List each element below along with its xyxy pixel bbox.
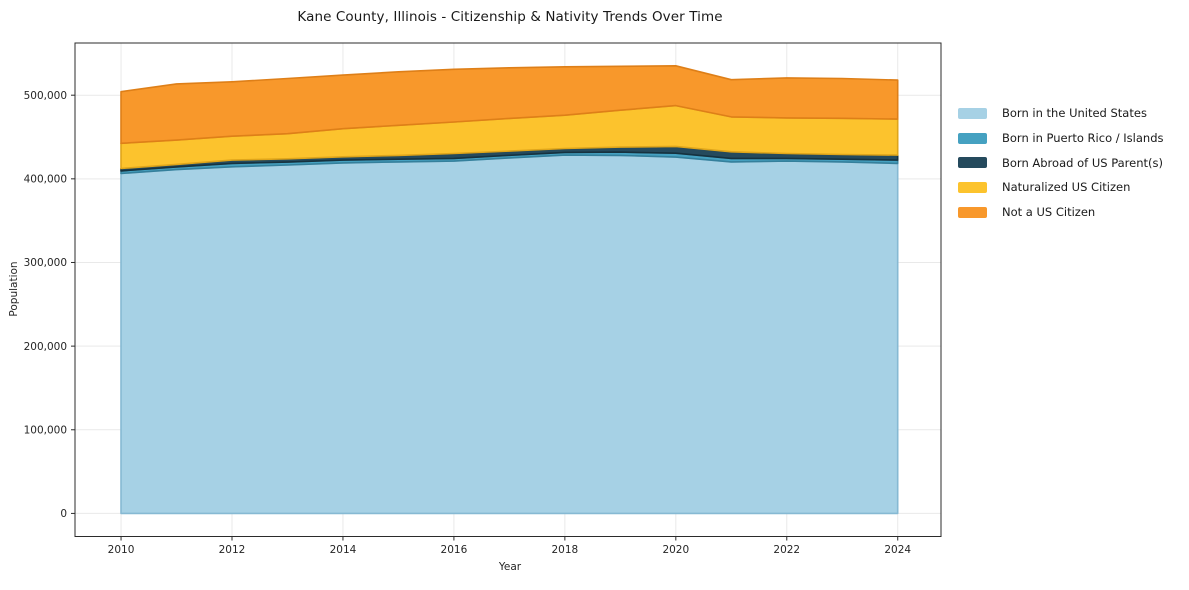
x-tick-label-2022: 2022	[773, 544, 800, 556]
x-axis-label: Year	[498, 561, 522, 573]
area-born-in-the-united-states	[120, 154, 899, 515]
legend-swatch-born-abroad-of-us-parent-s	[958, 157, 987, 169]
plot-border	[74, 42, 942, 537]
legend-label-born-abroad-of-us-parent-s: Born Abroad of US Parent(s)	[1002, 155, 1163, 170]
x-tick-label-2024: 2024	[884, 544, 911, 556]
legend-label-born-in-puerto-rico-islands: Born in Puerto Rico / Islands	[1002, 131, 1164, 146]
x-tick-label-2020: 2020	[662, 544, 689, 556]
y-tick-label-500000: 500,000	[24, 90, 67, 102]
chart-title: Kane County, Illinois - Citizenship & Na…	[297, 9, 723, 25]
y-axis-label: Population	[8, 261, 20, 317]
legend: Born in the United States Born in Puerto …	[958, 101, 1164, 224]
legend-label-naturalized-us-citizen: Naturalized US Citizen	[1002, 180, 1131, 195]
x-tick-label-2014: 2014	[330, 544, 357, 556]
x-tick-label-2012: 2012	[219, 544, 246, 556]
legend-swatch-naturalized-us-citizen	[958, 181, 987, 193]
y-tick-label-200000: 200,000	[24, 341, 67, 353]
legend-item-born-in-the-united-states: Born in the United States	[958, 101, 1164, 126]
legend-swatch-not-a-us-citizen	[958, 206, 987, 218]
x-tick-label-2016: 2016	[441, 544, 468, 556]
y-tick-label-100000: 100,000	[24, 424, 67, 436]
legend-swatch-born-in-puerto-rico-islands	[958, 132, 987, 144]
x-tick-label-2010: 2010	[108, 544, 135, 556]
legend-item-naturalized-us-citizen: Naturalized US Citizen	[958, 175, 1164, 200]
area-not-a-us-citizen	[120, 65, 899, 145]
x-tick-label-2018: 2018	[551, 544, 578, 556]
y-tick-label-0: 0	[60, 508, 67, 520]
y-tick-label-400000: 400,000	[24, 174, 67, 186]
legend-label-not-a-us-citizen: Not a US Citizen	[1002, 205, 1096, 220]
legend-item-born-in-puerto-rico-islands: Born in Puerto Rico / Islands	[958, 126, 1164, 151]
legend-item-not-a-us-citizen: Not a US Citizen	[958, 200, 1164, 225]
legend-swatch-born-in-the-united-states	[958, 107, 987, 119]
legend-label-born-in-the-united-states: Born in the United States	[1002, 106, 1147, 121]
y-tick-label-300000: 300,000	[24, 257, 67, 269]
legend-item-born-abroad-of-us-parent-s: Born Abroad of US Parent(s)	[958, 150, 1164, 175]
